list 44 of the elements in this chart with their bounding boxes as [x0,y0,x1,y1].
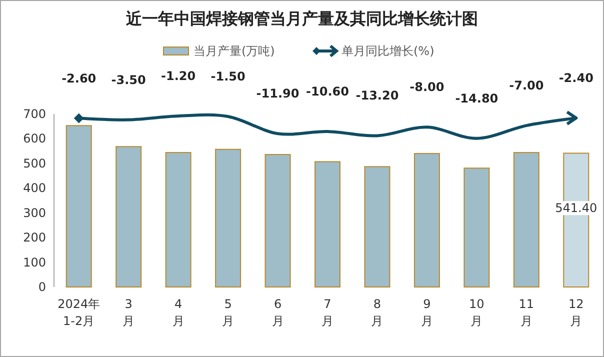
x-tick-label: 3 月 [122,297,135,328]
bar [165,152,192,288]
bar [513,152,540,288]
data-label: -13.20 [356,88,399,103]
legend-label: 当月产量(万吨) [194,44,275,58]
y-tick-label: 200 [23,230,46,245]
x-tick-label: 9 月 [420,297,433,328]
bar [215,148,242,288]
data-label: -8.00 [410,80,444,94]
y-tick-label: 300 [23,206,46,220]
x-tick-label: 8 月 [371,297,384,328]
bar [364,166,390,288]
bar [314,161,340,288]
data-label: -10.60 [306,84,349,98]
data-label: -11.90 [256,86,300,101]
x-tick-label: 11 月 [518,297,534,328]
data-label: -1.50 [210,69,246,84]
y-tick-label: 400 [23,181,46,196]
bar [116,146,142,288]
chart-title: 近一年中国焊接钢管当月产量及其同比增长统计图 [125,9,478,28]
legend-label: 单月同比增长(%) [342,44,434,58]
x-tick-label: 7 月 [322,297,334,328]
y-tick-label: 500 [23,156,46,170]
x-tick-label: 4 月 [172,297,184,328]
data-label: -2.40 [558,70,594,85]
y-tick-label: 700 [23,107,46,121]
bar [264,154,291,288]
x-tick-label: 2024年 1-2月 [58,297,100,328]
data-label: -14.80 [455,91,498,106]
bar [414,153,440,288]
x-tick-label: 6 月 [272,297,284,328]
data-label: 541.40 [555,201,598,216]
data-label: -2.60 [62,71,96,86]
y-tick-label: 100 [23,255,46,270]
x-tick-label: 12 月 [568,297,584,328]
y-tick-label: 600 [23,132,46,146]
x-tick-label: 10 月 [469,297,484,328]
x-tick-label: 5 月 [222,297,234,328]
bar [66,125,92,288]
data-label: -1.20 [161,68,196,83]
data-label: -7.00 [509,78,544,93]
data-label: -3.50 [111,72,146,87]
bar [464,168,490,288]
y-tick-label: 0 [38,280,46,294]
